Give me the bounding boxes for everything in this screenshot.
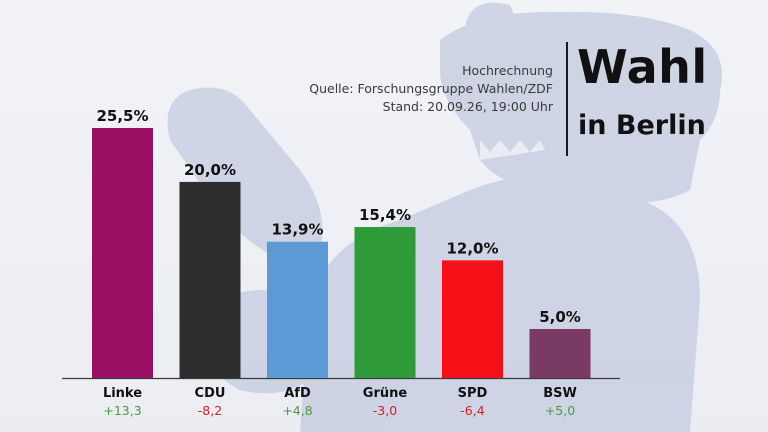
bar-3: [354, 227, 416, 378]
value-label-5: 5,0%: [539, 308, 581, 326]
value-label-2: 13,9%: [271, 221, 323, 239]
header-hochrechnung: Hochrechnung: [462, 63, 553, 78]
category-label-4: SPD: [458, 386, 488, 401]
value-label-0: 25,5%: [96, 107, 148, 125]
category-label-0: Linke: [103, 386, 142, 401]
change-label-2: +4,8: [282, 403, 312, 418]
bar-5: [529, 328, 591, 378]
value-label-3: 15,4%: [359, 206, 411, 224]
title-divider: [566, 42, 568, 156]
category-label-5: BSW: [543, 386, 577, 401]
header-timestamp: Stand: 20.09.26, 19:00 Uhr: [382, 99, 553, 114]
title-in-berlin: in Berlin: [578, 110, 706, 141]
category-label-1: CDU: [195, 386, 226, 401]
change-label-0: +13,3: [103, 403, 141, 418]
bar-4: [442, 260, 503, 378]
category-label-2: AfD: [284, 386, 311, 401]
change-label-5: +5,0: [545, 403, 575, 418]
value-label-1: 20,0%: [184, 161, 236, 179]
header-source: Quelle: Forschungsgruppe Wahlen/ZDF: [309, 81, 553, 96]
value-label-4: 12,0%: [446, 239, 498, 257]
title-wahl: Wahl: [577, 40, 708, 94]
bar-1: [179, 181, 241, 378]
change-label-4: -6,4: [460, 403, 484, 418]
bar-2: [267, 241, 328, 378]
change-label-3: -3,0: [373, 403, 397, 418]
category-label-3: Grüne: [363, 386, 408, 401]
change-label-1: -8,2: [198, 403, 222, 418]
bar-0: [92, 128, 153, 378]
